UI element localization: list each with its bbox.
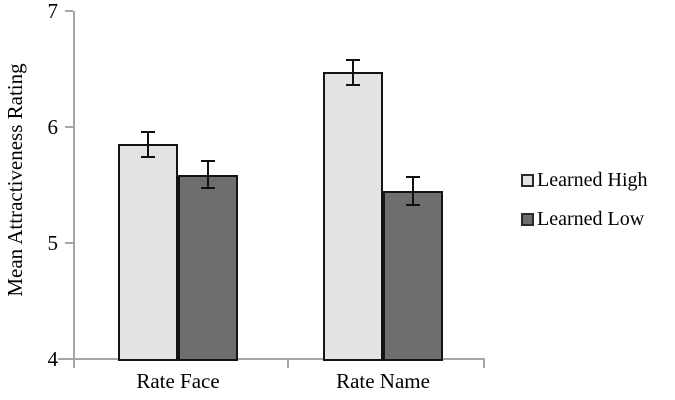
bar-learned-high-0 <box>118 144 178 361</box>
error-bar-line <box>352 60 354 85</box>
legend-label-learned-low: Learned Low <box>537 208 645 230</box>
error-bar-line <box>412 177 414 205</box>
bar-learned-low-1 <box>383 191 443 361</box>
y-axis-tick <box>65 358 73 360</box>
legend-label-learned-high: Learned High <box>537 169 648 191</box>
y-axis-tick <box>65 242 73 244</box>
error-bar-cap-bottom <box>141 156 155 158</box>
legend-item-learned-low: Learned Low <box>521 208 644 230</box>
y-axis-tick <box>65 10 73 12</box>
bar-learned-low-0 <box>178 175 238 361</box>
y-tick-label: 5 <box>47 231 59 255</box>
error-bar-line <box>207 161 209 188</box>
x-axis-line <box>58 358 485 360</box>
y-tick-label: 4 <box>47 347 59 371</box>
x-tick-label-rate-face: Rate Face <box>136 369 220 393</box>
error-bar-cap-top <box>201 160 215 162</box>
x-axis-tick <box>73 358 75 368</box>
y-axis-title: Mean Attractiveness Rating <box>3 63 27 297</box>
y-axis-tick <box>65 126 73 128</box>
y-tick-label: 6 <box>47 115 59 139</box>
legend-item-learned-high: Learned High <box>521 169 648 191</box>
legend-swatch-learned-low-icon <box>521 212 534 226</box>
x-axis-tick <box>483 358 485 368</box>
bar-learned-high-1 <box>323 72 383 361</box>
error-bar-cap-top <box>346 59 360 61</box>
x-axis-tick <box>287 358 289 368</box>
error-bar-cap-bottom <box>201 187 215 189</box>
error-bar-cap-bottom <box>406 204 420 206</box>
error-bar-line <box>147 132 149 157</box>
y-axis-line <box>73 11 75 360</box>
x-tick-label-rate-name: Rate Name <box>336 369 430 393</box>
error-bar-cap-bottom <box>346 84 360 86</box>
error-bar-cap-top <box>141 131 155 133</box>
legend-swatch-learned-high-icon <box>521 173 534 187</box>
y-tick-label: 7 <box>47 0 59 23</box>
error-bar-cap-top <box>406 176 420 178</box>
